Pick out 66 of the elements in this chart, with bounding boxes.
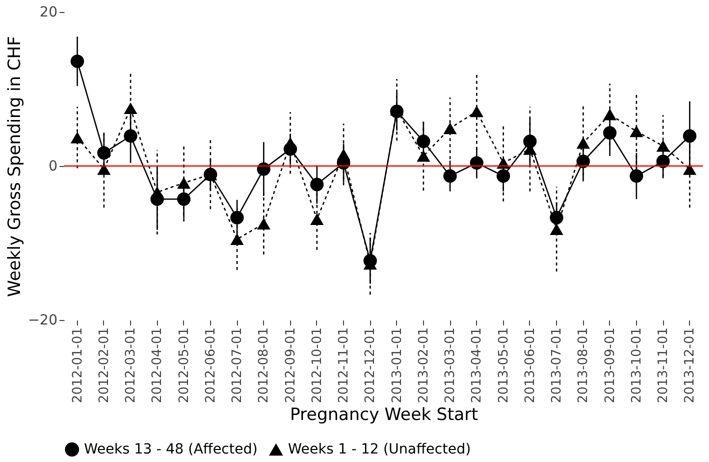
legend-label: Weeks 1 - 12 (Unaffected)	[288, 442, 471, 458]
x-tick-label: 2012-03-01	[124, 328, 139, 404]
point	[682, 129, 696, 143]
y-tick-label: 20	[40, 4, 58, 20]
x-tick-label: 2012-06-01	[203, 328, 218, 404]
y-axis-title: Weekly Gross Spending in CHF	[4, 36, 25, 297]
x-tick-label: 2012-01-01	[70, 328, 86, 404]
x-tick-label: 2012-08-01	[256, 328, 272, 404]
point	[70, 54, 84, 68]
x-tick-label: 2013-02-01	[416, 328, 432, 404]
point	[230, 210, 244, 224]
x-tick-label: 2013-08-01	[576, 328, 592, 404]
point	[496, 169, 510, 183]
point	[124, 129, 138, 143]
y-tick-label: −20	[28, 312, 58, 328]
x-tick-label: 2013-01-01	[390, 328, 405, 404]
point	[470, 156, 484, 170]
point	[336, 148, 350, 160]
point	[656, 140, 670, 152]
x-tick-label: 2013-12-01	[682, 328, 698, 404]
point	[603, 108, 617, 120]
point	[443, 122, 457, 134]
point	[576, 137, 590, 149]
point	[416, 134, 430, 148]
point	[523, 134, 537, 148]
point	[177, 192, 191, 206]
x-tick-label: 2013-10-01	[629, 328, 644, 404]
point	[470, 106, 484, 118]
x-tick-label: 2013-09-01	[602, 328, 618, 404]
point	[70, 132, 84, 144]
x-tick-label: 2012-12-01	[363, 328, 378, 404]
point	[656, 154, 670, 168]
x-tick-label: 2013-04-01	[470, 328, 485, 404]
point	[256, 218, 270, 230]
x-tick-label: 2013-06-01	[522, 328, 538, 404]
point	[124, 102, 138, 114]
point	[550, 223, 564, 235]
point	[630, 169, 644, 183]
point	[576, 154, 590, 168]
x-tick-label: 2012-09-01	[283, 328, 298, 404]
point	[603, 126, 617, 140]
x-tick-label: 2012-05-01	[176, 328, 192, 404]
point	[230, 233, 244, 245]
x-tick-label: 2012-10-01	[310, 328, 325, 404]
point	[97, 146, 111, 160]
x-tick-label: 2013-03-01	[443, 328, 458, 404]
x-tick-label: 2013-07-01	[550, 328, 565, 404]
point	[256, 162, 270, 176]
point	[416, 150, 430, 162]
point	[97, 163, 111, 175]
point	[310, 178, 324, 192]
point	[177, 177, 191, 189]
y-tick-label: 0	[48, 158, 58, 174]
legend-label: Weeks 13 - 48 (Affected)	[84, 441, 258, 458]
x-tick-label: 2012-11-01	[336, 328, 352, 404]
point	[682, 163, 696, 175]
point	[310, 213, 324, 225]
x-tick-label: 2013-05-01	[496, 328, 512, 404]
x-tick-label: 2012-07-01	[230, 328, 246, 404]
point	[150, 186, 164, 198]
point	[443, 169, 457, 183]
x-tick-label: 2012-04-01	[150, 328, 166, 404]
x-tick-label: 2012-02-01	[96, 328, 112, 404]
point	[630, 126, 644, 138]
x-axis-title: Pregnancy Week Start	[290, 405, 478, 426]
x-tick-label: 2013-11-01	[656, 328, 672, 404]
